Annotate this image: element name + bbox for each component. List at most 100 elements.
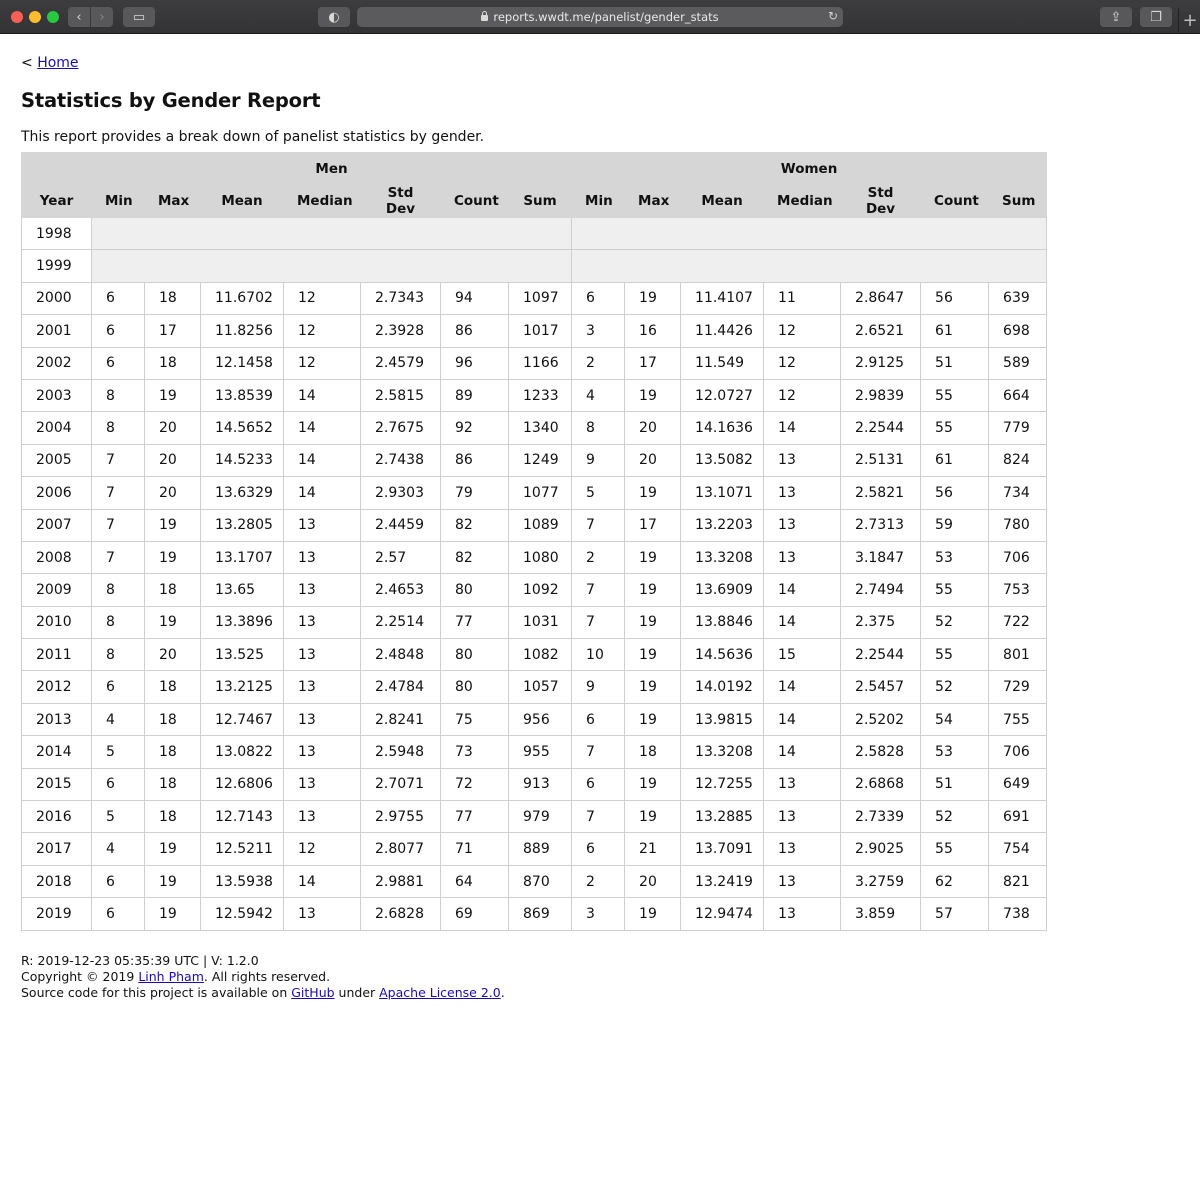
table-cell: 12 bbox=[283, 314, 361, 348]
table-cell: 9 bbox=[571, 443, 626, 478]
year-cell: 2005 bbox=[21, 443, 92, 478]
table-cell: 14.5233 bbox=[200, 443, 284, 478]
column-header: Count bbox=[920, 184, 990, 218]
table-cell: 13 bbox=[283, 800, 361, 834]
table-cell: 6 bbox=[91, 346, 145, 380]
table-cell: 9 bbox=[571, 670, 626, 704]
author-link[interactable]: Linh Pham bbox=[138, 968, 204, 984]
table-cell: 1031 bbox=[507, 605, 573, 640]
table-cell: 2.57 bbox=[360, 540, 441, 575]
table-cell: 2.7343 bbox=[360, 281, 441, 316]
year-cell: 1998 bbox=[21, 216, 92, 251]
table-cell: 7 bbox=[91, 476, 145, 510]
table-cell: 12.6806 bbox=[200, 767, 284, 802]
column-header: Max bbox=[144, 184, 201, 218]
table-cell: 7 bbox=[91, 443, 145, 478]
lock-icon bbox=[481, 11, 489, 21]
close-window-button[interactable] bbox=[11, 11, 23, 23]
table-cell: 19 bbox=[144, 864, 201, 899]
table-cell: 2.5131 bbox=[840, 443, 922, 478]
table-cell: 691 bbox=[988, 800, 1048, 834]
table-cell: 13.65 bbox=[200, 573, 284, 607]
plus-icon[interactable]: + bbox=[1178, 8, 1200, 33]
address-bar-url: reports.wwdt.me/panelist/gender_stats bbox=[493, 10, 719, 24]
table-cell: 12.9474 bbox=[680, 897, 765, 931]
table-cell: 55 bbox=[920, 411, 990, 445]
table-cell: 2.4459 bbox=[360, 508, 441, 542]
share-icon[interactable]: ⇪ bbox=[1100, 7, 1132, 27]
table-cell: 755 bbox=[988, 702, 1048, 737]
table-cell: 821 bbox=[988, 864, 1048, 899]
table-cell: 2.375 bbox=[840, 605, 922, 640]
table-cell: 6 bbox=[91, 314, 145, 348]
table-cell: 94 bbox=[440, 281, 509, 316]
minimize-window-button[interactable] bbox=[29, 11, 41, 23]
table-cell: 19 bbox=[624, 476, 682, 510]
fullscreen-window-button[interactable] bbox=[47, 11, 59, 23]
table-cell: 18 bbox=[144, 702, 201, 737]
github-link[interactable]: GitHub bbox=[291, 984, 335, 1000]
table-cell: 12.7255 bbox=[680, 767, 765, 802]
table-cell: 13.3208 bbox=[680, 735, 765, 769]
table-cell: 59 bbox=[920, 508, 990, 542]
address-bar[interactable]: reports.wwdt.me/panelist/gender_stats ↻ bbox=[357, 7, 843, 27]
table-cell: 869 bbox=[507, 897, 573, 931]
table-cell: 13 bbox=[283, 508, 361, 542]
column-header: Std Dev bbox=[840, 184, 922, 218]
table-cell: 19 bbox=[624, 670, 682, 704]
table-cell: 13.3896 bbox=[200, 605, 284, 640]
table-cell: 14 bbox=[763, 411, 842, 445]
table-row: 2014 5 18 13.0822 13 2.5948 73 955 7 18 13.3208 14 2… bbox=[21, 735, 1048, 769]
table-cell: 13.0822 bbox=[200, 735, 284, 769]
table-cell: 13.7091 bbox=[680, 832, 765, 866]
chevron-left-icon[interactable]: ‹ bbox=[68, 7, 90, 27]
chevron-right-icon[interactable]: › bbox=[91, 7, 113, 27]
table-row: 1999 bbox=[21, 249, 1048, 283]
column-header: Std Dev bbox=[360, 184, 441, 218]
table-cell: 14 bbox=[763, 670, 842, 704]
table-cell: 664 bbox=[988, 378, 1048, 413]
table-cell: 2.9125 bbox=[840, 346, 922, 380]
table-cell: 20 bbox=[144, 411, 201, 445]
table-cell: 12 bbox=[283, 346, 361, 380]
table-cell: 80 bbox=[440, 573, 509, 607]
page-description: This report provides a break down of pan… bbox=[21, 129, 485, 145]
table-cell: 55 bbox=[920, 638, 990, 672]
group-header-women: Women bbox=[571, 152, 1048, 185]
home-link[interactable]: Home bbox=[37, 55, 79, 71]
table-cell: 92 bbox=[440, 411, 509, 445]
table-cell: 14.0192 bbox=[680, 670, 765, 704]
table-cell: 79 bbox=[440, 476, 509, 510]
table-cell: 2.5815 bbox=[360, 378, 441, 413]
table-cell: 738 bbox=[988, 897, 1048, 931]
table-cell: 18 bbox=[144, 800, 201, 834]
table-cell: 2.5821 bbox=[840, 476, 922, 510]
table-cell: 2.4848 bbox=[360, 638, 441, 672]
year-cell: 2014 bbox=[21, 735, 92, 769]
reload-icon[interactable]: ↻ bbox=[827, 9, 838, 23]
table-cell: 2.7494 bbox=[840, 573, 922, 607]
table-cell: 18 bbox=[144, 670, 201, 704]
table-cell: 13.8539 bbox=[200, 378, 284, 413]
license-link[interactable]: Apache License 2.0 bbox=[379, 984, 501, 1000]
table-cell: 2.9881 bbox=[360, 864, 441, 899]
table-cell: 706 bbox=[988, 735, 1048, 769]
table-cell: 729 bbox=[988, 670, 1048, 704]
table-cell: 89 bbox=[440, 378, 509, 413]
sidebar-icon[interactable]: ▭ bbox=[123, 7, 155, 27]
privacy-report-icon[interactable]: ◐ bbox=[318, 7, 350, 27]
table-cell: 6 bbox=[571, 702, 626, 737]
empty-men-cell bbox=[90, 216, 573, 251]
table-cell: 13.8846 bbox=[680, 605, 765, 640]
table-cell: 2 bbox=[571, 864, 626, 899]
table-cell: 2.5202 bbox=[840, 702, 922, 737]
table-cell: 13 bbox=[283, 540, 361, 575]
table-cell: 870 bbox=[507, 864, 573, 899]
table-cell: 2.5828 bbox=[840, 735, 922, 769]
table-cell: 13.2203 bbox=[680, 508, 765, 542]
table-cell: 4 bbox=[571, 378, 626, 413]
tab-overview-icon[interactable]: ❐ bbox=[1140, 7, 1172, 27]
year-cell: 2008 bbox=[21, 540, 92, 575]
table-cell: 779 bbox=[988, 411, 1048, 445]
table-cell: 6 bbox=[571, 281, 626, 316]
